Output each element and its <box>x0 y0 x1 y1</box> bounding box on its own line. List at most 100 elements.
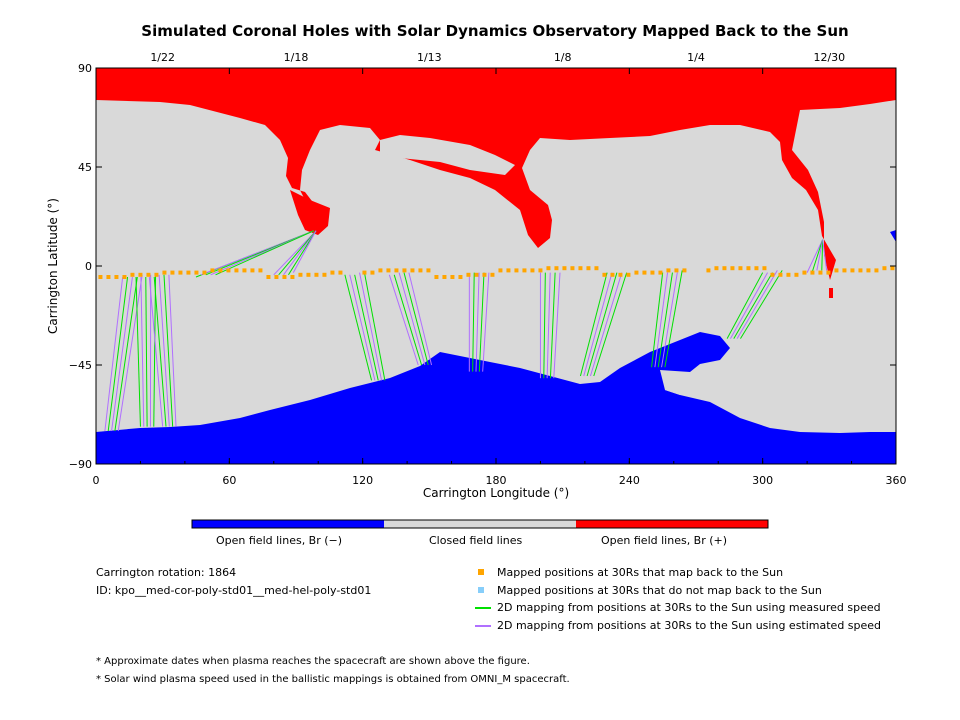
mapped-point <box>378 268 383 273</box>
mapped-point <box>778 272 783 277</box>
colorbar-label-negative: Open field lines, Br (−) <box>216 534 343 547</box>
mapped-point <box>810 270 815 275</box>
mapped-point <box>610 272 615 277</box>
mapping-line <box>145 276 148 427</box>
mapped-point <box>418 268 423 273</box>
mapped-point <box>522 268 527 273</box>
mapped-point <box>458 275 463 279</box>
mapping-line <box>583 272 613 377</box>
mapped-point <box>250 268 255 273</box>
colorbar-segment <box>576 520 768 528</box>
mapped-point <box>850 268 855 273</box>
legend-item-estimated: 2D mapping from positions at 30Rs to the… <box>497 619 882 632</box>
legend-purple-line-icon <box>475 625 491 627</box>
x-tick-label: 360 <box>886 474 907 487</box>
x-tick-label: 120 <box>352 474 373 487</box>
mapping-line <box>273 230 317 276</box>
mapped-point <box>338 270 343 275</box>
y-axis-label: Carrington Latitude (°) <box>46 198 60 334</box>
mapping-line <box>472 272 475 372</box>
top-date-label: 1/22 <box>150 51 175 64</box>
mapping-line <box>363 272 386 381</box>
mapped-point <box>866 268 871 273</box>
mapped-point <box>802 270 807 275</box>
mapping-line <box>586 272 618 377</box>
mapped-point <box>290 275 295 279</box>
mapped-point <box>234 268 239 273</box>
colorbar <box>191 519 769 529</box>
mapping-line <box>651 272 664 368</box>
mapped-point <box>762 266 767 271</box>
mapping-line <box>475 272 480 372</box>
mapping-line <box>398 272 426 366</box>
mapped-point <box>266 275 271 279</box>
x-axis: 0 60 120 180 240 300 360 <box>93 68 907 487</box>
mapped-point <box>890 266 895 271</box>
mapped-point <box>874 268 879 273</box>
mapping-line <box>283 230 317 276</box>
mapped-point <box>402 268 407 273</box>
x-tick-label: 300 <box>752 474 773 487</box>
mapped-point <box>114 275 119 279</box>
mapping-line <box>117 274 143 432</box>
mapped-point <box>666 268 671 273</box>
mapped-point <box>474 272 479 277</box>
mapped-point <box>386 268 391 273</box>
closed-island-north <box>380 135 515 175</box>
mapped-point <box>306 272 311 277</box>
mapped-point <box>298 272 303 277</box>
mapping-line <box>135 276 141 427</box>
mapping-line <box>158 274 170 427</box>
mapping-line <box>114 276 138 432</box>
top-date-axis: 1/22 1/18 1/13 1/8 1/4 12/30 <box>150 51 845 64</box>
mapped-point <box>138 272 143 277</box>
mapping-line <box>393 274 423 366</box>
mapping-line <box>168 274 177 427</box>
mapped-point <box>506 268 511 273</box>
legend-item-measured: 2D mapping from positions at 30Rs to the… <box>497 601 881 614</box>
mapping-line <box>657 272 673 368</box>
mapped-point <box>282 275 287 279</box>
mapped-point <box>538 268 543 273</box>
mapped-point <box>842 268 847 273</box>
mapped-point <box>746 266 751 271</box>
mapped-point <box>530 268 535 273</box>
mapped-point <box>442 275 447 279</box>
mapping-line <box>726 272 764 339</box>
y-tick-label: 90 <box>78 62 92 75</box>
mapped-point <box>146 272 151 277</box>
mapping-line <box>104 276 124 432</box>
chart-title: Simulated Coronal Holes with Solar Dynam… <box>141 22 848 40</box>
mapped-point <box>186 270 191 275</box>
mapped-point <box>882 266 887 271</box>
mapped-point <box>426 268 431 273</box>
east-negative-edge <box>890 230 896 242</box>
mapped-point <box>570 266 575 271</box>
mapping-lines <box>104 230 828 432</box>
mapping-line <box>579 272 608 377</box>
mapped-point <box>194 270 199 275</box>
top-date-label: 1/4 <box>687 51 705 64</box>
mapping-line <box>733 272 773 339</box>
carrington-rotation: Carrington rotation: 1864 <box>96 566 237 579</box>
mapped-point <box>738 266 743 271</box>
mapped-point <box>770 272 775 277</box>
mapped-point <box>178 270 183 275</box>
mapped-point <box>674 268 679 273</box>
mapped-point <box>322 272 327 277</box>
colorbar-label-closed: Closed field lines <box>429 534 523 547</box>
mapped-point <box>362 270 367 275</box>
mapped-point <box>586 266 591 271</box>
mapped-point <box>562 266 567 271</box>
mapping-line <box>140 276 145 427</box>
legend-item-mapped: Mapped positions at 30Rs that map back t… <box>497 566 784 579</box>
mapped-point <box>466 272 471 277</box>
mapped-point <box>450 275 455 279</box>
mapping-line <box>153 276 167 427</box>
y-tick-label: 45 <box>78 161 92 174</box>
top-date-label: 1/18 <box>284 51 309 64</box>
closed-island-mid <box>320 188 375 212</box>
mapped-point <box>162 270 167 275</box>
top-date-label: 1/13 <box>417 51 442 64</box>
mapping-line <box>215 230 314 276</box>
